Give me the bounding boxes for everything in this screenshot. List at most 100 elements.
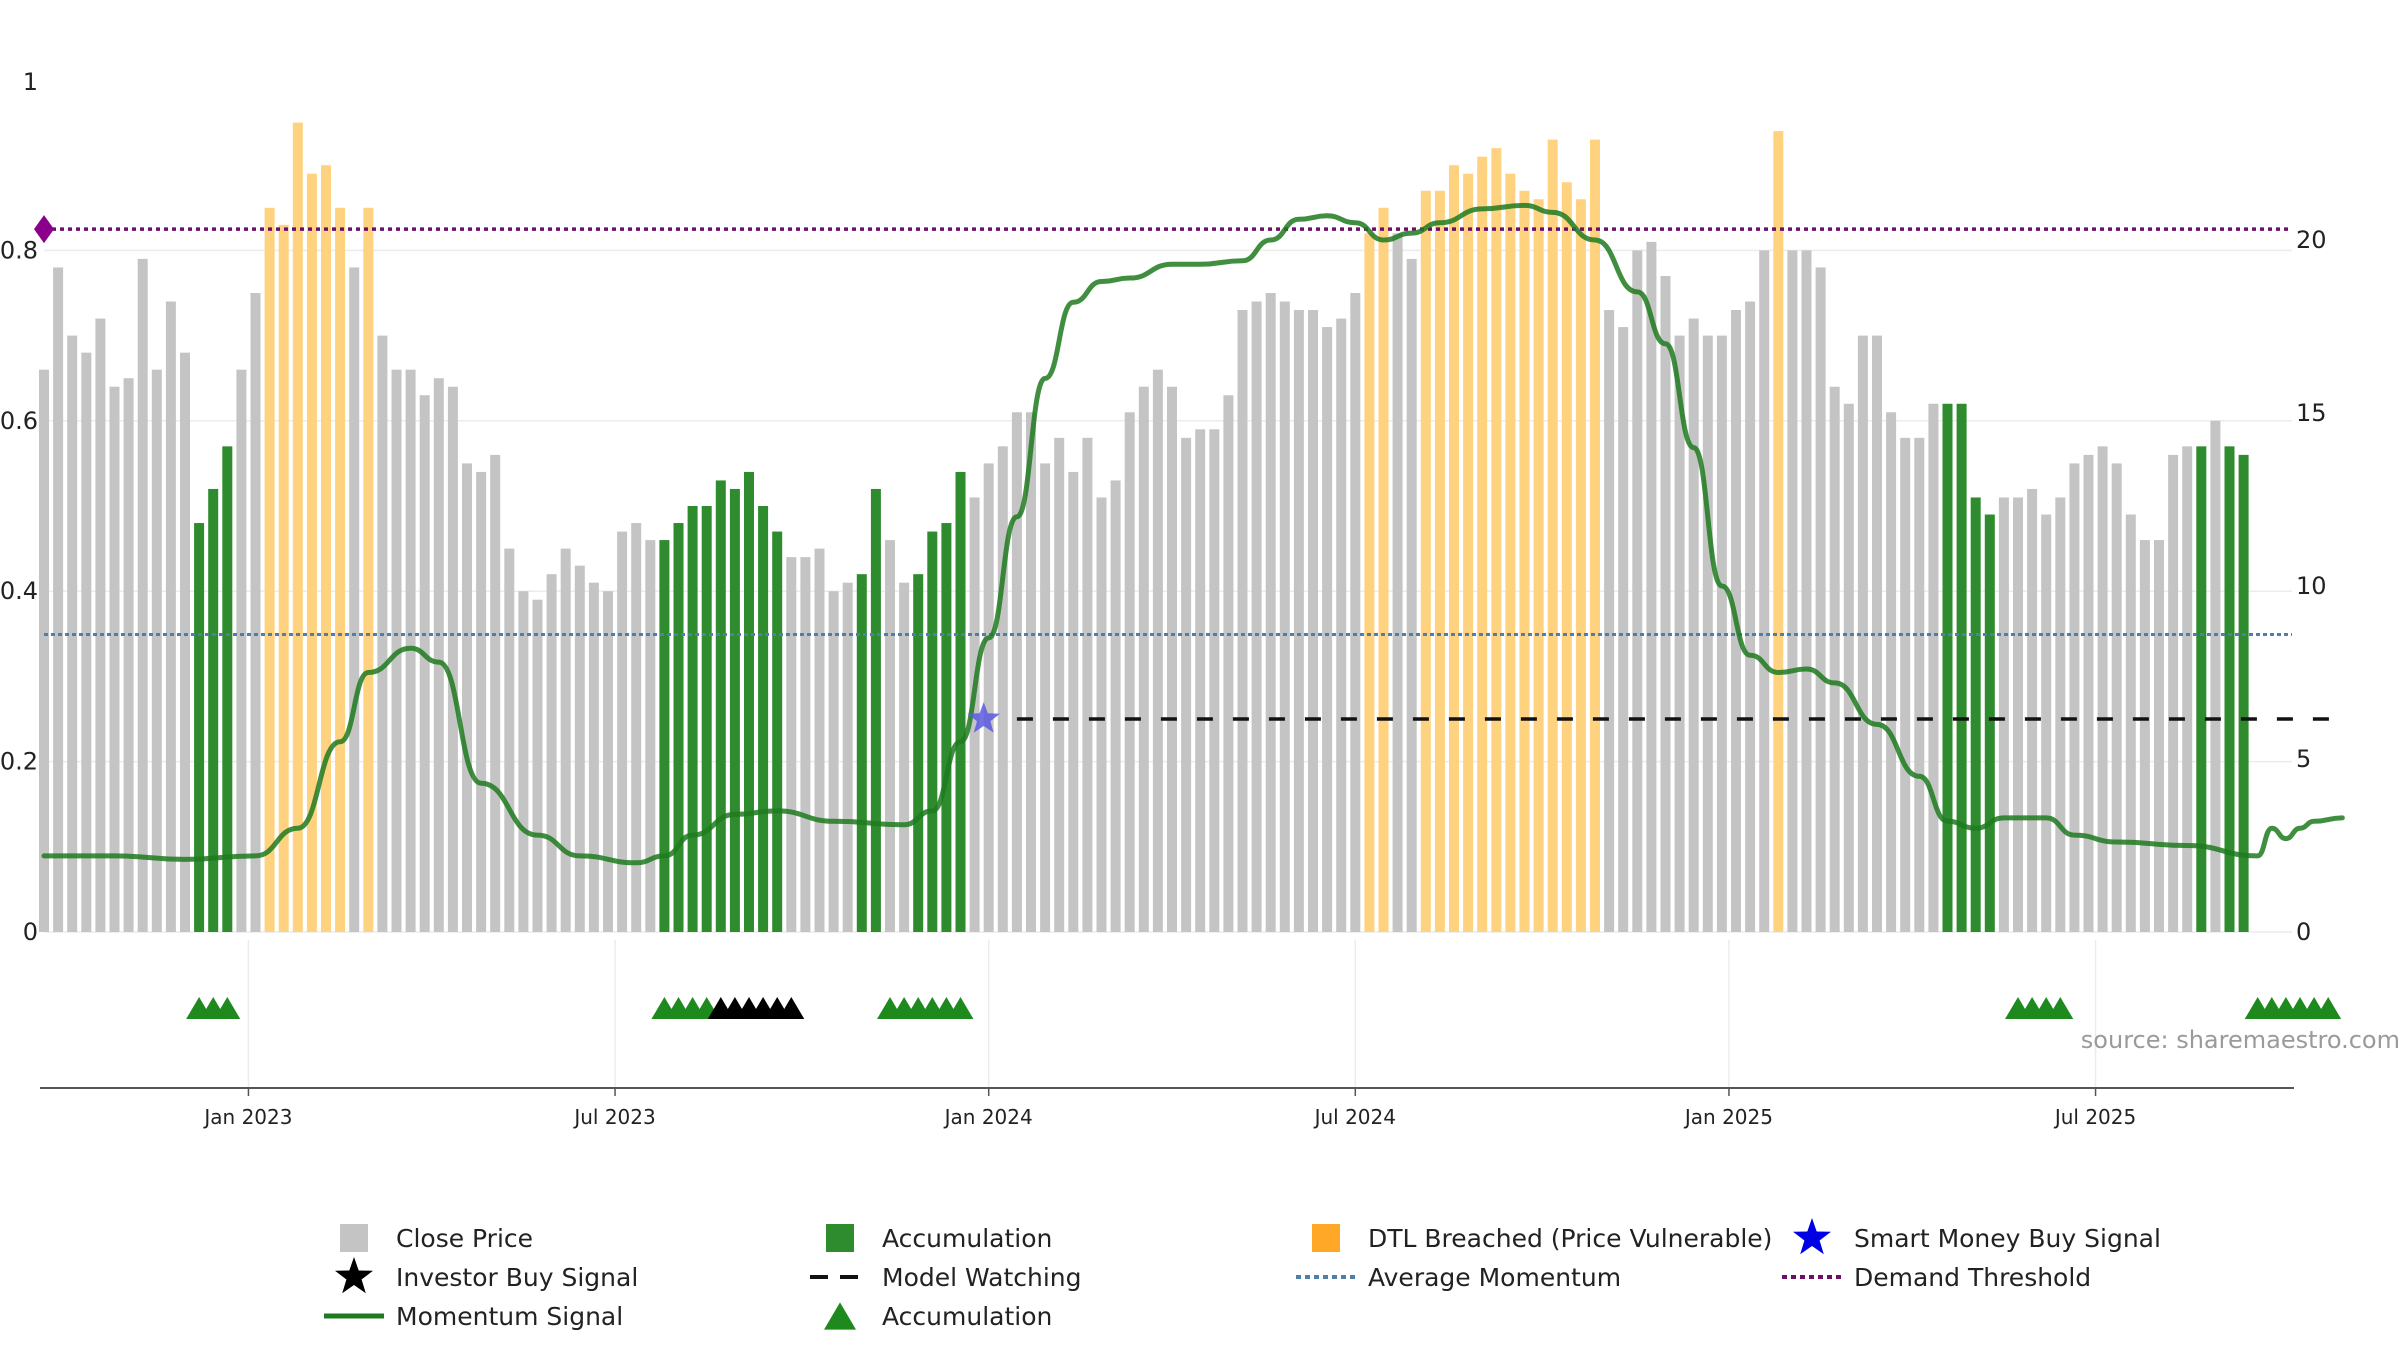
legend-investor-star — [335, 1257, 373, 1294]
bar-gray — [1392, 233, 1403, 933]
y-right-tick-label: 20 — [2296, 226, 2327, 254]
bar-green — [222, 446, 233, 932]
bar-orange — [1477, 156, 1488, 932]
bar-gray — [1815, 267, 1826, 932]
bar-green — [208, 488, 219, 932]
bar-gray — [1646, 241, 1657, 932]
bar-gray — [1068, 471, 1079, 932]
bar-green — [687, 506, 698, 932]
bar-green — [744, 471, 754, 932]
bar-gray — [1096, 497, 1107, 932]
bar-gray — [1886, 412, 1897, 932]
legend-close-swatch — [340, 1224, 368, 1252]
bar-gray — [1716, 335, 1727, 933]
bar-orange — [1773, 131, 1784, 932]
bar-orange — [292, 122, 303, 933]
bar-gray — [786, 557, 797, 932]
bar-orange — [1575, 199, 1586, 932]
x-tick-label: Jul 2023 — [572, 1105, 655, 1129]
bar-gray — [405, 369, 416, 932]
bar-gray — [1138, 386, 1149, 933]
legend-smart-star — [1793, 1218, 1831, 1255]
y-left-tick-label: 0 — [23, 918, 38, 946]
bar-gray — [518, 591, 529, 932]
bar-orange — [1533, 199, 1544, 932]
y-right-tick-label: 10 — [2296, 572, 2327, 600]
bar-green — [2238, 454, 2249, 932]
bar-orange — [1364, 233, 1375, 933]
bar-gray — [1702, 335, 1713, 933]
accumulation-marker — [2047, 996, 2074, 1020]
bar-orange — [278, 224, 289, 933]
bar-gray — [1688, 318, 1699, 932]
bar-gray — [137, 258, 148, 932]
bar-orange — [1420, 190, 1431, 932]
bar-gray — [2055, 497, 2066, 932]
x-tick-label: Jan 2023 — [202, 1105, 292, 1129]
bar-gray — [1124, 412, 1135, 932]
bar-orange — [264, 207, 275, 933]
bar-orange — [1547, 139, 1558, 932]
bar-gray — [983, 463, 994, 932]
bar-gray — [2168, 454, 2179, 932]
bar-orange — [335, 207, 346, 933]
bar-gray — [1872, 335, 1882, 933]
bar-gray — [2013, 497, 2023, 932]
bar-gray — [1223, 395, 1234, 932]
y-left-tick-label: 0.4 — [0, 577, 38, 605]
x-tick-label: Jan 2024 — [943, 1105, 1033, 1129]
bar-gray — [1336, 318, 1347, 932]
bar-gray — [1674, 335, 1685, 933]
bar-gray — [1928, 403, 1939, 932]
bar-gray — [109, 386, 120, 933]
bar-green — [701, 506, 712, 932]
y-left-top-label: 1 — [23, 68, 38, 96]
y-left-tick-label: 0.6 — [0, 407, 38, 435]
bar-gray — [1829, 386, 1840, 933]
bar-gray — [180, 352, 190, 932]
bar-orange — [363, 207, 374, 933]
bar-orange — [1378, 207, 1389, 933]
bar-orange — [1491, 148, 1502, 932]
bar-green — [1984, 514, 1995, 932]
bar-gray — [2210, 420, 2221, 932]
bar-green — [870, 488, 881, 932]
bar-gray — [1279, 301, 1290, 932]
accumulation-marker — [947, 996, 974, 1020]
bar-green — [659, 540, 670, 932]
bar-orange — [1561, 182, 1572, 933]
accumulation-marker — [214, 996, 241, 1020]
bar-gray — [532, 599, 543, 932]
bars — [39, 122, 2249, 933]
bar-green — [941, 523, 952, 932]
investor-buy-marker — [778, 996, 805, 1020]
bar-gray — [165, 301, 176, 932]
bar-gray — [1914, 437, 1925, 932]
bar-gray — [123, 378, 134, 932]
bar-gray — [1350, 293, 1361, 932]
y-right-tick-label: 5 — [2296, 745, 2311, 773]
bar-orange — [321, 165, 331, 932]
bar-gray — [997, 446, 1008, 932]
y-right-tick-label: 15 — [2296, 399, 2327, 427]
bar-gray — [1801, 250, 1812, 932]
legend-dtl-swatch — [1312, 1224, 1340, 1252]
bar-gray — [349, 267, 360, 932]
bar-gray — [236, 369, 247, 932]
bar-green — [715, 480, 726, 932]
legend-label: Accumulation — [882, 1302, 1052, 1331]
legend-label: Close Price — [396, 1224, 533, 1253]
bar-gray — [800, 557, 811, 932]
legend-label: Momentum Signal — [396, 1302, 623, 1331]
bar-orange — [1519, 190, 1530, 932]
bar-gray — [2182, 446, 2193, 932]
legend-label: Accumulation — [882, 1224, 1052, 1253]
smart-money-buy-star — [967, 702, 1000, 733]
bar-green — [772, 531, 783, 932]
bar-gray — [2083, 454, 2094, 932]
bar-orange — [1590, 139, 1600, 932]
y-left-tick-label: 0.2 — [0, 748, 38, 776]
bar-gray — [53, 267, 64, 932]
bar-gray — [1195, 429, 1206, 932]
bar-gray — [603, 591, 613, 932]
